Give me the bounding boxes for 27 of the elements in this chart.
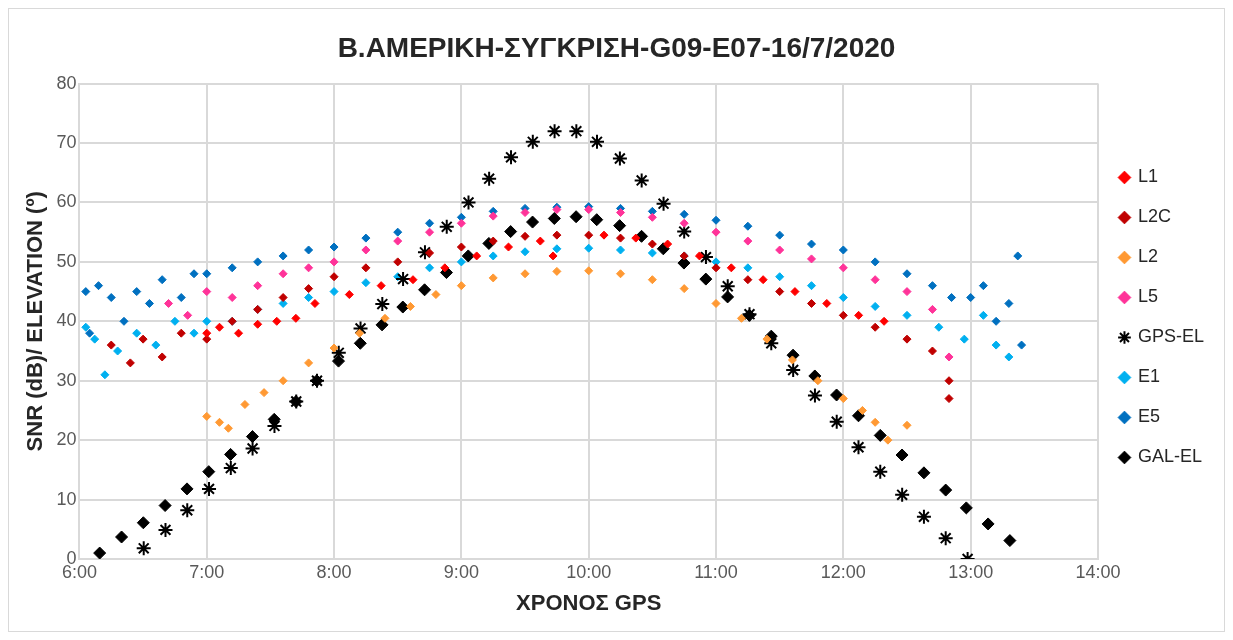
x-tick-label: 8:00 [316,561,352,582]
x-tick-label: 14:00 [1075,561,1121,582]
y-tick-label: 20 [56,429,77,450]
legend-label: E5 [1137,406,1161,427]
y-tick-label: 10 [56,488,77,509]
y-tick-label: 30 [56,369,77,390]
x-tick-label: 7:00 [189,561,225,582]
legend-label: L2 [1137,246,1159,267]
y-tick-label: 80 [56,72,77,93]
legend-label: L5 [1137,286,1159,307]
x-tick-label: 11:00 [694,561,738,582]
x-tick-label: 10:00 [566,561,612,582]
x-tick-label: 13:00 [948,561,994,582]
legend-label: GAL-EL [1137,446,1203,467]
legend-label: GPS-EL [1137,326,1205,347]
y-tick-label: 40 [56,310,77,331]
x-axis-title: ΧΡΟΝΟΣ GPS [516,589,662,615]
x-tick-label: 12:00 [820,561,866,582]
legend-label: L2C [1137,206,1172,227]
y-tick-label: 50 [56,250,77,271]
chart-title: Β.ΑΜΕΡΙΚΗ-ΣΥΓΚΡΙΣΗ-G09-E07-16/7/2020 [337,31,896,63]
legend-label: L1 [1137,166,1159,187]
legend-label: E1 [1137,366,1161,387]
x-tick-label: 9:00 [443,561,479,582]
y-axis-title: SNR (dB)/ ELEVATION (º) [22,191,48,452]
y-tick-label: 70 [56,131,77,152]
y-tick-label: 60 [56,191,77,212]
